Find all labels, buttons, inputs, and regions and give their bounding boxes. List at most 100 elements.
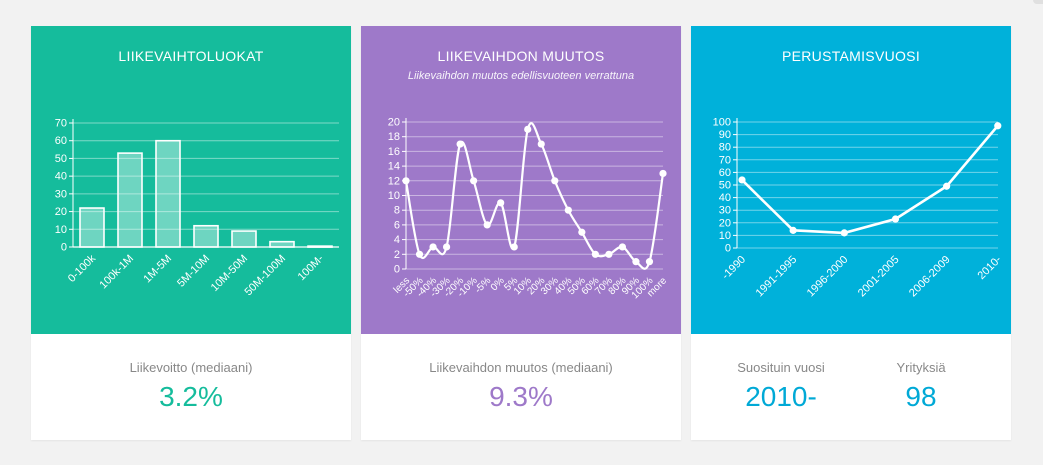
card-revenue-change: LIIKEVAIHDON MUUTOS Liikevaihdon muutos …	[361, 26, 681, 440]
bar	[117, 152, 143, 248]
stat-value: 3.2%	[159, 381, 223, 412]
y-tick-label: 80	[719, 142, 731, 154]
bar	[155, 139, 181, 248]
y-tick-label: 0	[61, 242, 67, 254]
x-tick-label: 2001-2005	[856, 254, 902, 300]
data-point	[497, 199, 505, 207]
y-tick-label: 20	[55, 206, 67, 218]
card-title: LIIKEVAIHTOLUOKAT	[118, 48, 264, 64]
stat-label: Suosituin vuosi	[737, 360, 825, 375]
data-point	[738, 176, 746, 184]
card-founding-year: PERUSTAMISVUOSI 0 10 20 30 40 50 60 70 80 90 100 -1…	[691, 26, 1011, 440]
chart-panel: LIIKEVAIHTOLUOKAT 0 10 20 30 40 50 60 70 0-100k 1…	[31, 26, 351, 334]
y-tick-label: 90	[719, 129, 731, 141]
y-tick-label: 18	[388, 131, 400, 143]
y-tick-label: 40	[719, 192, 731, 204]
y-tick-label: 2	[394, 249, 400, 261]
chart-panel: LIIKEVAIHDON MUUTOS Liikevaihdon muutos …	[361, 26, 681, 334]
stat-label: Liikevoitto (mediaani)	[129, 360, 253, 375]
x-tick-label: 1996-2000	[805, 254, 851, 300]
x-tick-label: 1M-5M	[141, 253, 174, 286]
card-subtitle: Liikevaihdon muutos edellisvuoteen verra…	[407, 70, 635, 82]
chart-panel: PERUSTAMISVUOSI 0 10 20 30 40 50 60 70 80 90 100 -1…	[691, 26, 1011, 334]
stat-block: Liikevoitto (mediaani) 3.2%	[31, 360, 351, 413]
window-corner	[1033, 0, 1043, 4]
x-tick-label: 0-100k	[66, 252, 99, 285]
y-tick-label: 20	[719, 217, 731, 229]
y-tick-label: 12	[388, 175, 400, 187]
y-tick-label: 6	[394, 219, 400, 231]
bar	[193, 224, 219, 248]
y-tick-label: 40	[55, 171, 67, 183]
data-point	[659, 169, 667, 178]
data-point	[456, 140, 464, 148]
x-tick-label: 2006-2009	[907, 254, 953, 300]
y-tick-label: 70	[55, 118, 67, 130]
stat-value: 9.3%	[489, 381, 553, 412]
y-tick-label: 14	[388, 161, 400, 173]
y-tick-label: 4	[394, 234, 400, 246]
bar	[231, 230, 257, 248]
data-point	[537, 140, 545, 148]
data-point	[840, 229, 848, 237]
data-point	[645, 258, 654, 266]
bar	[79, 207, 105, 248]
bar-chart: 0 10 20 30 40 50 60 70 0-100k 100k-1M 1M-5M 5M-10M 1…	[55, 118, 339, 299]
y-tick-label: 50	[719, 180, 731, 192]
data-point	[483, 221, 491, 229]
data-point	[591, 250, 599, 258]
x-tick-label: 100M-	[296, 252, 327, 283]
data-point	[429, 243, 437, 251]
data-point	[632, 258, 640, 266]
x-tick-label: 1991-1995	[754, 254, 800, 300]
data-point	[402, 177, 410, 185]
stat-label: Yrityksiä	[896, 360, 946, 375]
y-tick-label: 10	[388, 190, 400, 202]
stat-value: 2010-	[745, 381, 817, 412]
data-point	[415, 250, 424, 258]
y-tick-label: 20	[388, 117, 400, 129]
data-point	[605, 250, 613, 258]
data-point	[564, 206, 572, 214]
x-tick-label: 2010-	[976, 253, 1005, 282]
bar	[269, 240, 295, 248]
y-tick-label: 60	[55, 135, 67, 147]
x-tick-label: 50M-100M	[242, 253, 288, 299]
x-tick-label: 100k-1M	[97, 253, 136, 292]
y-tick-label: 10	[55, 224, 67, 236]
y-tick-label: 100	[713, 117, 731, 129]
data-point	[618, 243, 627, 251]
y-tick-label: 30	[719, 205, 731, 217]
card-revenue-classes: LIIKEVAIHTOLUOKAT 0 10 20 30 40 50 60 70 0-100k 1…	[31, 26, 351, 440]
stat-value: 98	[905, 381, 937, 412]
series-line	[741, 124, 999, 235]
stat-block-popular-year: Suosituin vuosi 2010-	[711, 360, 851, 413]
data-point	[470, 177, 478, 185]
x-tick-label: -1990	[720, 254, 748, 282]
stat-label: Liikevaihdon muutos (mediaani)	[429, 360, 613, 375]
stat-block: Liikevaihdon muutos (mediaani) 9.3%	[361, 360, 681, 413]
y-tick-label: 0	[394, 264, 400, 276]
y-tick-label: 10	[719, 230, 731, 242]
data-point	[524, 125, 532, 133]
data-point	[551, 177, 559, 185]
data-point	[442, 243, 451, 251]
card-title: LIIKEVAIHDON MUUTOS	[437, 48, 605, 64]
y-tick-label: 70	[719, 154, 731, 166]
y-tick-label: 16	[388, 146, 400, 158]
y-tick-label: 8	[394, 205, 400, 217]
y-tick-label: 30	[55, 188, 67, 200]
data-point	[891, 215, 900, 223]
data-point	[789, 226, 797, 234]
data-point	[510, 243, 518, 251]
line-chart: 02468101214161820less-50%-40%-30%-20%-10…	[388, 117, 670, 302]
stat-block-companies: Yrityksiä 98	[851, 360, 991, 413]
data-point	[994, 122, 1002, 130]
x-tick-label: 5M-10M	[175, 253, 212, 290]
y-tick-label: 0	[725, 243, 731, 255]
y-tick-label: 50	[55, 153, 67, 165]
data-point	[943, 182, 951, 190]
card-title: PERUSTAMISVUOSI	[781, 48, 921, 64]
data-point	[578, 228, 586, 236]
